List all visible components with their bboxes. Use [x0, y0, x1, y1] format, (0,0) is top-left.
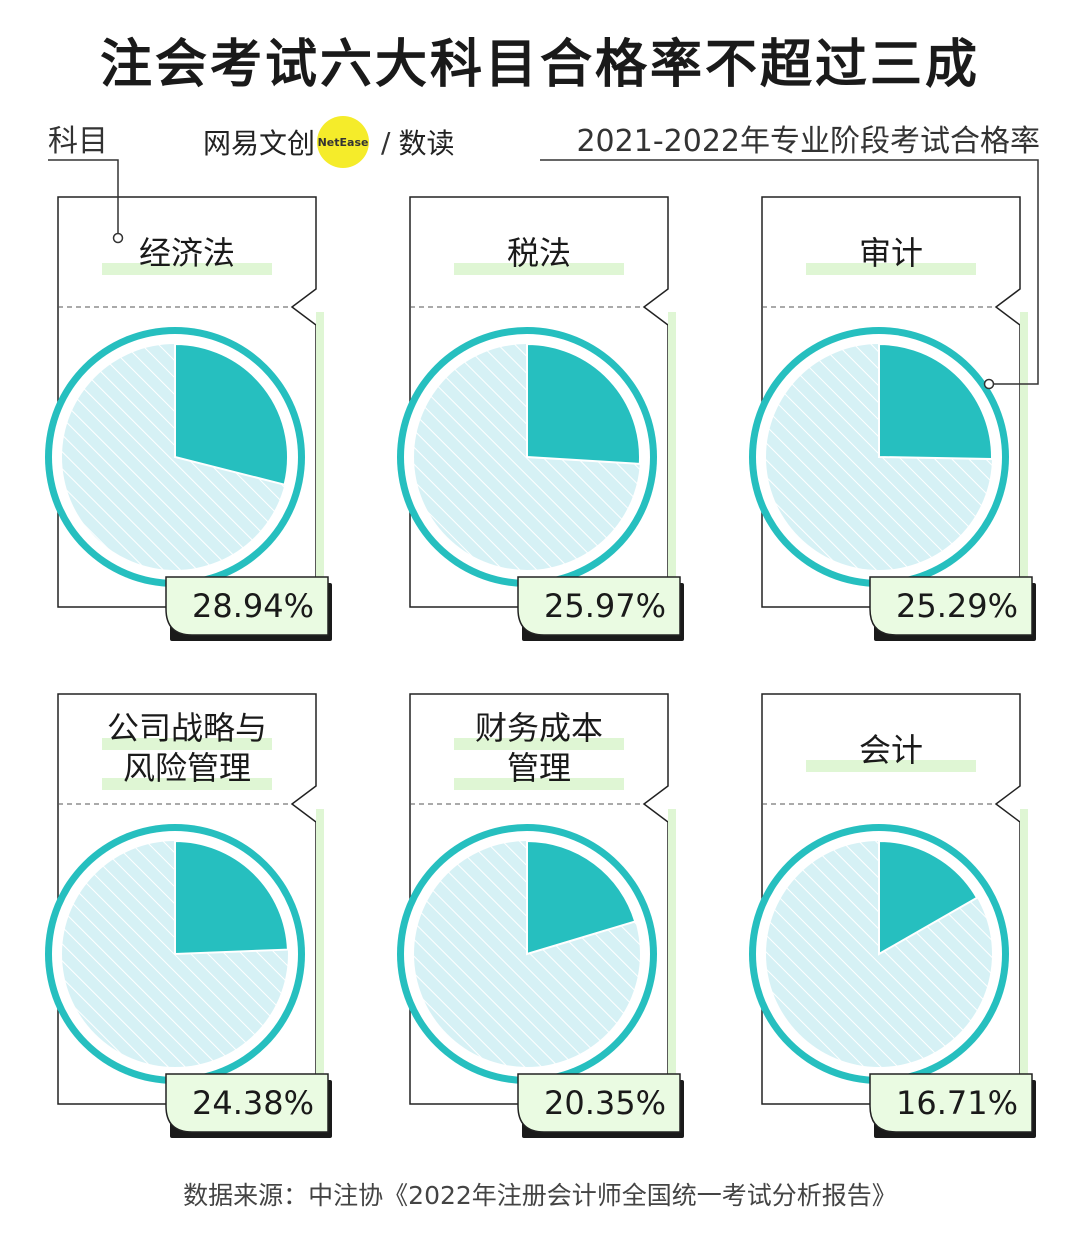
- rate-pointer-dot: [983, 378, 995, 390]
- subject-label: 经济法: [138, 234, 235, 272]
- pass-rate-value: 24.38%: [191, 1084, 314, 1122]
- card-shadow: [316, 312, 324, 617]
- pie-slice-pass-rate: [526, 342, 641, 465]
- brand-sub: 数读: [398, 127, 455, 160]
- label-highlight: [454, 263, 624, 275]
- rate-pointer-line: [540, 159, 1039, 385]
- pie-slice-pass-rate: [174, 342, 289, 486]
- subject-label: 风险管理: [122, 749, 251, 787]
- label-highlight: [454, 738, 624, 750]
- card-shadow: [316, 809, 324, 1114]
- pct-tab: [869, 576, 1033, 636]
- data-source: 数据来源：中注协《2022年注册会计师全国统一考试分析报告》: [183, 1181, 897, 1210]
- brand-separator: /: [381, 125, 391, 159]
- pct-tab: [517, 1073, 681, 1133]
- label-highlight: [806, 263, 976, 275]
- pass-rate-value: 25.97%: [543, 587, 666, 625]
- subject-label: 公司战略与: [106, 709, 267, 747]
- pass-rate-value: 16.71%: [895, 1084, 1018, 1122]
- subject-label: 财务成本: [474, 709, 603, 747]
- subject-pointer-dot: [112, 232, 124, 244]
- subject-label: 会计: [858, 731, 923, 769]
- label-highlight: [454, 778, 624, 790]
- netease-logo-icon: NetEase: [317, 116, 370, 168]
- pct-tab: [165, 1073, 329, 1133]
- pass-rate-value: 25.29%: [895, 587, 1018, 625]
- label-highlight: [806, 760, 976, 772]
- pie-slice-pass-rate: [878, 839, 979, 956]
- brand-logo: 网易文创 NetEase / 数读: [203, 116, 454, 168]
- pass-rate-axis-label: 2021-2022年专业阶段考试合格率: [576, 124, 1040, 159]
- subject-label: 税法: [506, 234, 571, 272]
- brand-name: 网易文创: [203, 127, 316, 160]
- label-highlight: [102, 738, 272, 750]
- pie-slice-pass-rate: [526, 839, 637, 956]
- pct-tab: [165, 576, 329, 636]
- subject-axis-label: 科目: [48, 124, 108, 159]
- pass-rate-value: 20.35%: [543, 1084, 666, 1122]
- card-shadow: [1020, 312, 1028, 617]
- chart-title: 注会考试六大科目合格率不超过三成: [99, 35, 980, 95]
- pass-rate-value: 28.94%: [191, 587, 314, 625]
- subject-pointer-line: [48, 159, 119, 238]
- card-shadow: [668, 809, 676, 1114]
- subject-label: 审计: [858, 234, 923, 272]
- card-shadow: [668, 312, 676, 617]
- pie-slice-pass-rate: [174, 839, 289, 956]
- subject-label: 管理: [506, 749, 571, 787]
- pct-tab: [869, 1073, 1033, 1133]
- pct-tab: [517, 576, 681, 636]
- card-shadow: [1020, 809, 1028, 1114]
- label-highlight: [102, 263, 272, 275]
- pie-slice-pass-rate: [878, 342, 993, 461]
- label-highlight: [102, 778, 272, 790]
